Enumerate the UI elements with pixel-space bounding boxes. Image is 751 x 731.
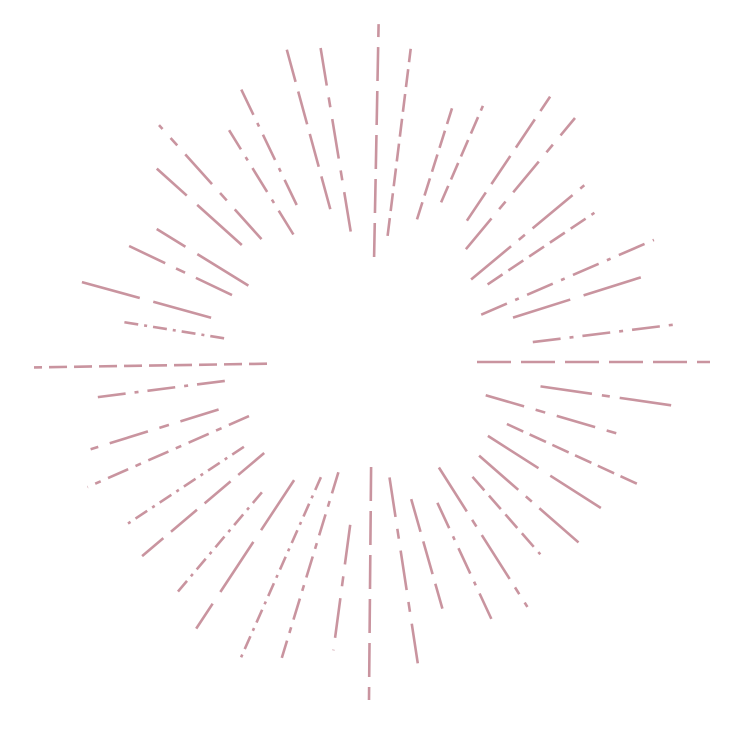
ray bbox=[409, 498, 444, 609]
ray bbox=[437, 466, 529, 608]
ray bbox=[478, 454, 583, 547]
ray bbox=[122, 320, 225, 340]
ray bbox=[227, 129, 295, 236]
ray bbox=[86, 414, 250, 489]
ray bbox=[486, 211, 596, 286]
ray bbox=[280, 471, 340, 659]
ray bbox=[122, 445, 245, 528]
ray bbox=[195, 479, 296, 630]
ray bbox=[319, 47, 352, 232]
ray bbox=[372, 24, 380, 258]
ray bbox=[174, 491, 263, 596]
ray bbox=[465, 95, 552, 222]
ray bbox=[388, 477, 420, 667]
ray bbox=[485, 393, 624, 437]
ray bbox=[128, 244, 233, 297]
ray bbox=[439, 105, 485, 203]
ray bbox=[141, 452, 266, 558]
ray bbox=[93, 379, 225, 399]
ray bbox=[285, 49, 332, 210]
ray bbox=[415, 107, 454, 220]
ray bbox=[386, 48, 412, 237]
ray bbox=[540, 385, 676, 408]
ray bbox=[238, 476, 323, 661]
ray bbox=[480, 238, 655, 316]
ray bbox=[436, 502, 495, 624]
ray bbox=[33, 362, 268, 369]
ray bbox=[487, 434, 607, 512]
ray bbox=[155, 167, 243, 246]
ray bbox=[464, 117, 576, 251]
ray bbox=[158, 124, 263, 240]
ray bbox=[512, 272, 653, 319]
ray bbox=[506, 422, 644, 488]
ray bbox=[532, 322, 680, 344]
ray bbox=[156, 227, 250, 287]
ray bbox=[90, 408, 219, 451]
ray bbox=[470, 184, 586, 281]
ray bbox=[332, 524, 352, 651]
ray bbox=[471, 475, 542, 556]
ray bbox=[74, 278, 212, 319]
ray bbox=[239, 88, 298, 206]
ray bbox=[367, 466, 373, 701]
